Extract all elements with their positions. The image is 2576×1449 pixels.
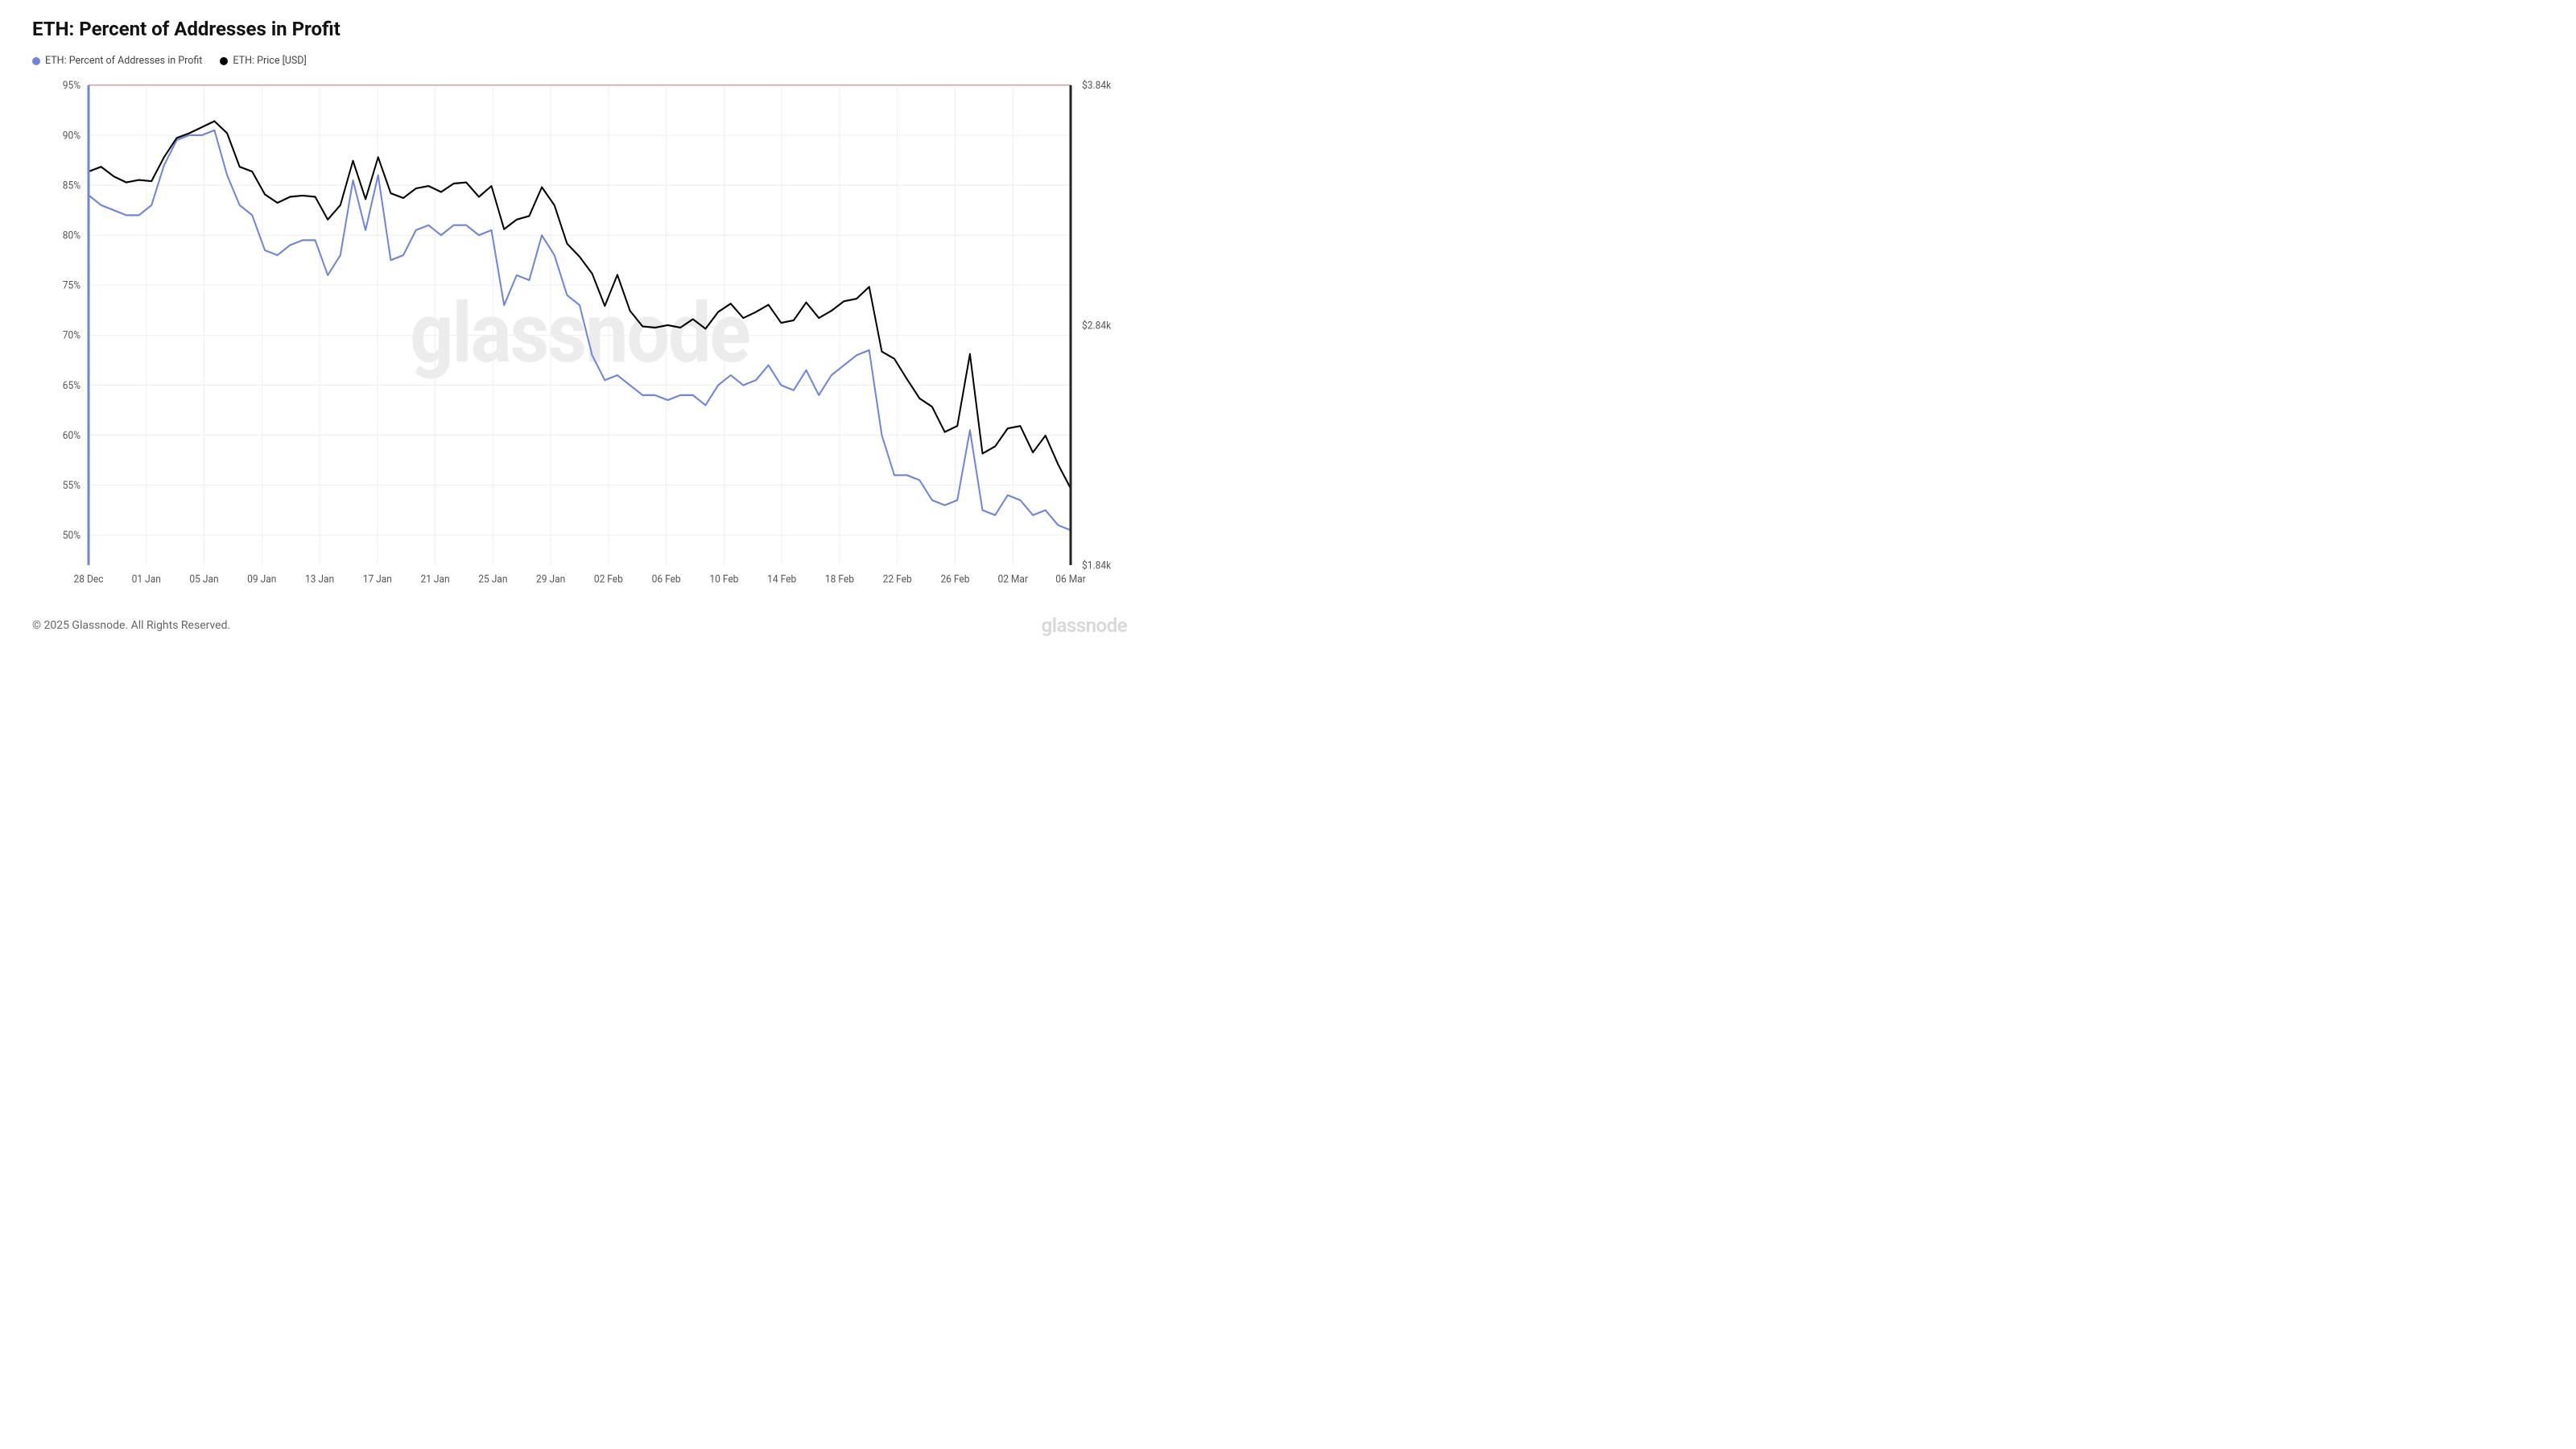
svg-text:glassnode: glassnode [410,285,749,382]
svg-text:90%: 90% [63,130,80,142]
chart-container: ETH: Percent of Addresses in Profit ETH:… [0,0,1159,652]
svg-text:28 Dec: 28 Dec [74,573,104,586]
chart-svg: glassnode 50% 55% 60% 65% 70% 75% 80% 85% 90% 95% $… [32,76,1127,596]
svg-text:06 Feb: 06 Feb [652,573,681,586]
legend-label-profit: ETH: Percent of Addresses in Profit [45,55,202,67]
svg-text:85%: 85% [63,180,80,192]
svg-text:50%: 50% [63,530,80,543]
svg-text:80%: 80% [63,229,80,242]
legend-label-price: ETH: Price [USD] [233,55,306,67]
svg-text:$1.84k: $1.84k [1082,559,1112,572]
svg-text:75%: 75% [63,279,80,292]
svg-text:05 Jan: 05 Jan [189,573,218,586]
svg-text:26 Feb: 26 Feb [940,573,969,586]
svg-text:09 Jan: 09 Jan [247,573,276,586]
svg-text:21 Jan: 21 Jan [420,573,449,586]
legend-item-price: ETH: Price [USD] [220,55,306,67]
svg-text:95%: 95% [63,80,80,93]
svg-text:06 Mar: 06 Mar [1055,573,1086,586]
svg-text:01 Jan: 01 Jan [132,573,161,586]
svg-text:55%: 55% [63,480,80,493]
svg-text:02 Feb: 02 Feb [594,573,623,586]
svg-text:29 Jan: 29 Jan [536,573,565,586]
svg-text:22 Feb: 22 Feb [883,573,912,586]
svg-text:17 Jan: 17 Jan [363,573,392,586]
svg-text:70%: 70% [63,329,80,342]
legend: ETH: Percent of Addresses in Profit ETH:… [32,55,1127,67]
chart-plot-area: glassnode 50% 55% 60% 65% 70% 75% 80% 85% 90% 95% $… [32,76,1127,596]
legend-item-profit: ETH: Percent of Addresses in Profit [32,55,202,67]
svg-text:02 Mar: 02 Mar [997,573,1028,586]
svg-text:60%: 60% [63,429,80,442]
footer: © 2025 Glassnode. All Rights Reserved. g… [32,596,1127,636]
svg-text:18 Feb: 18 Feb [825,573,854,586]
copyright-text: © 2025 Glassnode. All Rights Reserved. [32,619,230,632]
svg-text:$3.84k: $3.84k [1082,80,1112,93]
legend-marker-profit [32,57,40,65]
chart-title: ETH: Percent of Addresses in Profit [32,18,1127,40]
svg-text:13 Jan: 13 Jan [305,573,334,586]
brand-logo: glassnode [1042,614,1127,637]
legend-marker-price [220,57,228,65]
svg-text:14 Feb: 14 Feb [767,573,796,586]
svg-text:65%: 65% [63,379,80,392]
svg-text:10 Feb: 10 Feb [709,573,738,586]
svg-text:25 Jan: 25 Jan [478,573,507,586]
svg-text:$2.84k: $2.84k [1082,320,1112,332]
